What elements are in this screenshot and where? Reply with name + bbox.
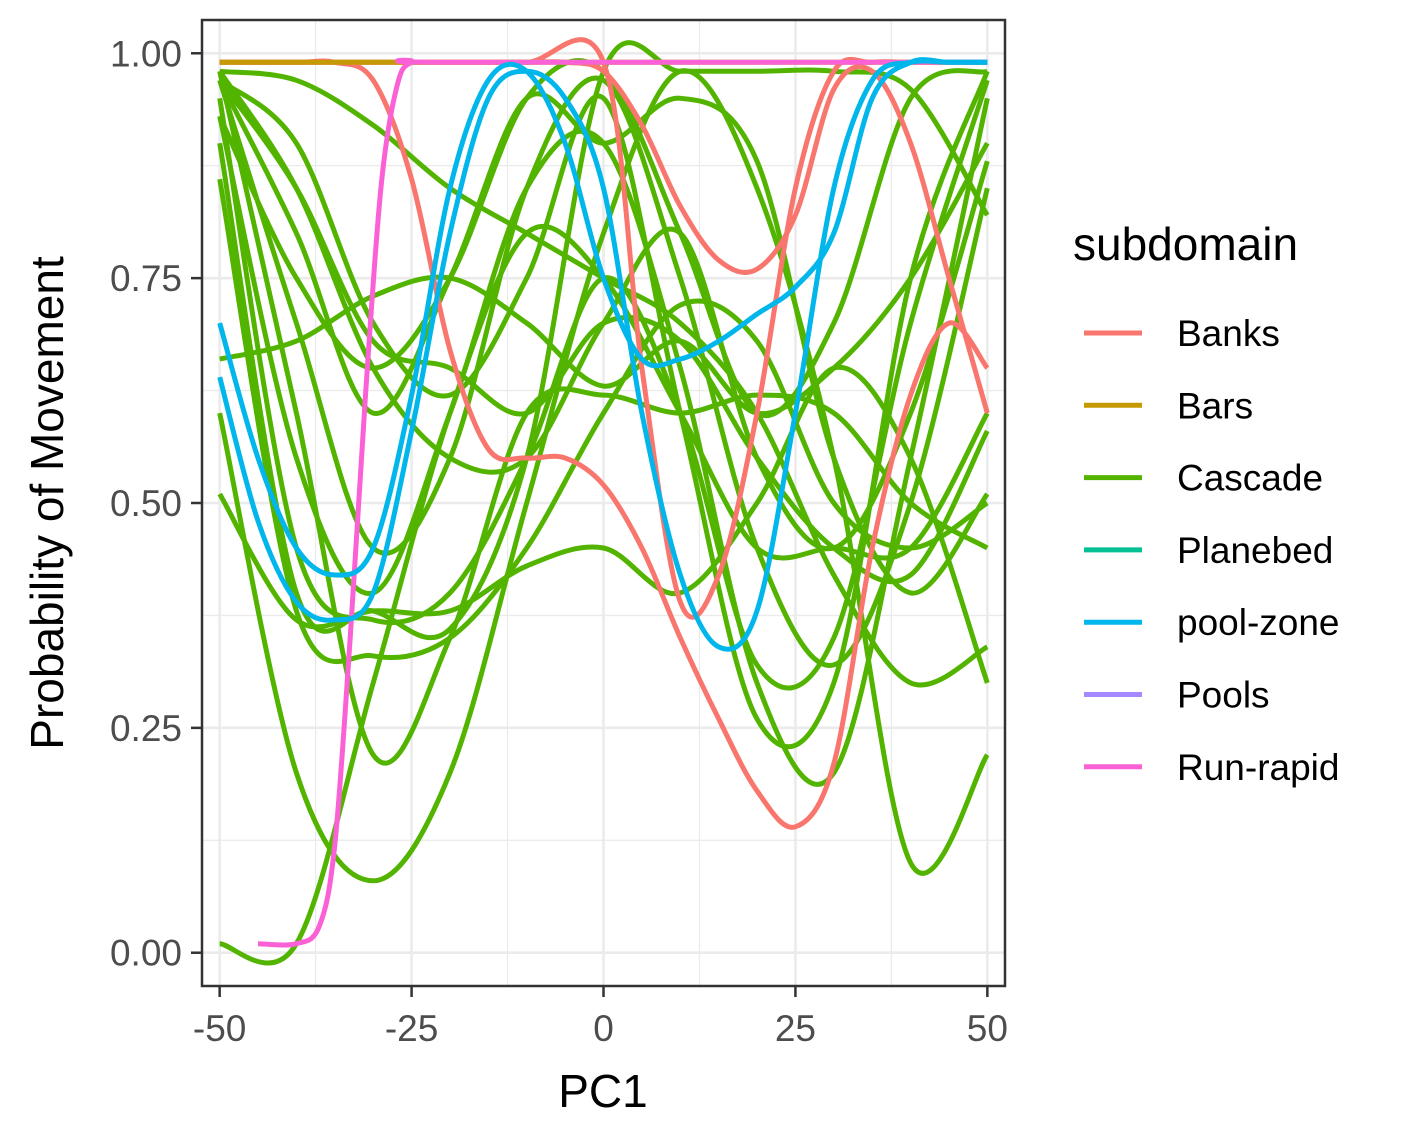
legend-items: Banks Bars Cascade Planebed pool-zone Pools Ru… — [1084, 313, 1340, 788]
legend-label-planebed: Planebed — [1177, 530, 1333, 571]
series-line-cascade — [217, 78, 990, 585]
series-line-cascade — [219, 223, 990, 966]
series-group — [217, 37, 990, 966]
series-line-cascade — [217, 68, 990, 884]
series-line-pool-zone — [217, 58, 988, 652]
legend: subdomain Banks Bars Cascade Planebed pool-z… — [1073, 218, 1340, 788]
series-line-cascade — [217, 69, 990, 552]
series-line-pool-zone — [217, 57, 988, 578]
y-tick-label: 0.50 — [110, 483, 182, 524]
series-line-cascade — [219, 141, 990, 417]
legend-label-bars: Bars — [1177, 385, 1253, 426]
legend-label-pools: Pools — [1177, 675, 1270, 716]
series-line-run-rapid — [257, 57, 988, 948]
legend-label-pool-zone: pool-zone — [1177, 602, 1340, 643]
series-line-cascade — [217, 75, 990, 668]
legend-label-banks: Banks — [1177, 313, 1280, 354]
x-tick-label: 50 — [967, 1008, 1008, 1049]
x-axis-title: PC1 — [558, 1065, 647, 1117]
legend-label-run-rapid: Run-rapid — [1177, 747, 1339, 788]
legend-label-cascade: Cascade — [1177, 458, 1323, 499]
y-tick-label: 0.00 — [110, 933, 182, 974]
x-tick-label: -50 — [193, 1008, 246, 1049]
series-line-banks — [219, 58, 990, 830]
x-tick-label: 0 — [593, 1008, 614, 1049]
x-tick-label: -25 — [385, 1008, 438, 1049]
y-axis-title: Probability of Movement — [21, 256, 73, 750]
y-tick-label: 0.25 — [110, 708, 182, 749]
axes: -50 -25 0 25 50 0.00 0.25 0.50 0.75 1.00 — [110, 33, 1008, 1049]
y-tick-label: 0.75 — [110, 258, 182, 299]
series-line-cascade — [217, 178, 989, 665]
legend-title: subdomain — [1073, 218, 1298, 270]
x-tick-label: 25 — [775, 1008, 816, 1049]
series-line-cascade — [217, 79, 990, 596]
y-tick-label: 1.00 — [110, 33, 182, 74]
